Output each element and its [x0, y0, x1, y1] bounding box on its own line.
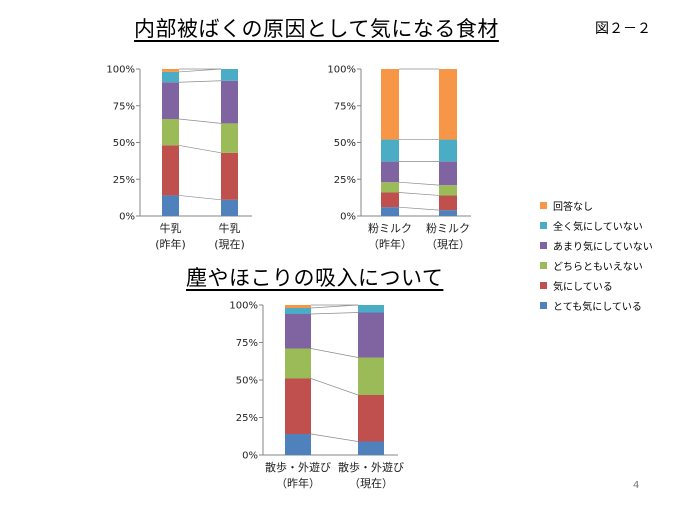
legend-item: どちらともいえない [540, 255, 653, 275]
series-connector-line [310, 304, 359, 309]
bar-segment [439, 210, 457, 216]
x-category-label: 牛乳 [219, 221, 241, 235]
bar-segment [381, 192, 399, 208]
legend-swatch [540, 241, 547, 249]
series-connector-line [178, 68, 222, 73]
bar-segment [358, 312, 384, 358]
x-category-label: (現在) [214, 238, 245, 251]
series-connector-line [398, 192, 440, 196]
bar-segment [439, 139, 457, 162]
y-tick-label: 25% [113, 175, 135, 186]
y-tick-label: 0% [119, 212, 135, 223]
bar-segment [358, 357, 384, 395]
section-heading: 塵やほこりの吸入について [184, 262, 446, 292]
bar-segment [162, 195, 179, 216]
y-tick-label: 75% [334, 101, 356, 112]
x-category-label: (昨年) [155, 237, 186, 251]
y-tick-label: 75% [236, 338, 258, 349]
slide-title: 内部被ばくの原因として気になる食材 [134, 17, 499, 41]
series-connector-line [310, 378, 359, 396]
bar-segment [381, 69, 399, 140]
legend-item: 気にしている [540, 275, 653, 295]
bar-segment [439, 69, 457, 140]
legend-item: あまり気にしていない [540, 235, 653, 255]
bar-segment [381, 161, 399, 183]
legend-label: 全く気にしていない [553, 221, 643, 233]
bar-segment [162, 69, 179, 72]
legend-swatch [540, 301, 547, 309]
series-connector-line [310, 348, 359, 358]
bar-segment [285, 308, 311, 314]
series-connector-line [310, 433, 359, 442]
bar-segment [285, 378, 311, 434]
y-tick-label: 75% [113, 101, 135, 112]
legend-label: 回答なし [553, 201, 593, 213]
bar-segment [285, 348, 311, 379]
series-connector-line [178, 118, 222, 124]
bar-segment [439, 185, 457, 196]
y-tick-label: 100% [229, 301, 258, 312]
y-tick-label: 0% [242, 451, 258, 462]
bar-segment [162, 145, 179, 196]
bar-segment [358, 395, 384, 442]
legend-item: 回答なし [540, 195, 653, 215]
x-category-label: （昨年） [276, 476, 320, 490]
bar-segment [285, 434, 311, 455]
bar-segment [221, 152, 238, 200]
bar-segment [285, 305, 311, 308]
bar-segment [381, 182, 399, 193]
legend-label: とても気にしている [553, 301, 642, 313]
chart-legend: 回答なし 全く気にしていない あまり気にしていない どちらともいえない 気にして… [540, 195, 653, 315]
bar-segment [439, 195, 457, 211]
x-category-label: 粉ミルク [368, 222, 412, 235]
y-tick-label: 25% [236, 413, 258, 424]
bar-segment [381, 207, 399, 216]
y-tick-label: 100% [106, 65, 135, 76]
y-tick-label: 25% [334, 175, 356, 186]
y-tick-label: 0% [340, 212, 356, 223]
legend-swatch [540, 261, 547, 269]
series-connector-line [178, 80, 222, 83]
y-tick-label: 50% [236, 376, 258, 387]
legend-swatch [540, 221, 547, 229]
series-connector-line [178, 145, 222, 154]
bar-segment [358, 305, 384, 313]
series-connector-line [310, 312, 359, 315]
bar-segment [221, 199, 238, 216]
x-category-label: （昨年） [368, 237, 412, 251]
legend-item: とても気にしている [540, 295, 653, 315]
x-category-label: 粉ミルク [426, 222, 470, 235]
x-category-label: 散歩・外遊び [338, 460, 404, 474]
y-tick-label: 50% [113, 138, 135, 149]
legend-label: あまり気にしていない [553, 241, 653, 253]
y-tick-label: 100% [327, 65, 356, 76]
series-connector-line [398, 181, 440, 186]
bar-segment [221, 69, 238, 81]
bar-segment [221, 80, 238, 124]
bar-segment [358, 441, 384, 455]
legend-item: 全く気にしていない [540, 215, 653, 235]
series-connector-line [398, 206, 440, 211]
bar-segment [285, 314, 311, 349]
bar-segment [162, 71, 179, 83]
figure-label: 図２－２ [595, 21, 651, 37]
bar-segment [221, 123, 238, 153]
legend-swatch [540, 201, 547, 209]
legend-label: どちらともいえない [553, 261, 643, 273]
x-category-label: 牛乳 [160, 221, 182, 235]
x-category-label: 散歩・外遊び [265, 460, 331, 474]
bar-segment [162, 118, 179, 146]
legend-label: 気にしている [553, 281, 613, 293]
series-connector-line [178, 195, 222, 201]
page-number: 4 [633, 480, 640, 491]
bar-segment [162, 82, 179, 119]
bar-segment [439, 161, 457, 186]
x-category-label: （現在） [426, 238, 470, 251]
x-category-label: （現在） [349, 477, 393, 490]
bar-segment [381, 139, 399, 162]
legend-swatch [540, 281, 547, 289]
y-tick-label: 50% [334, 138, 356, 149]
